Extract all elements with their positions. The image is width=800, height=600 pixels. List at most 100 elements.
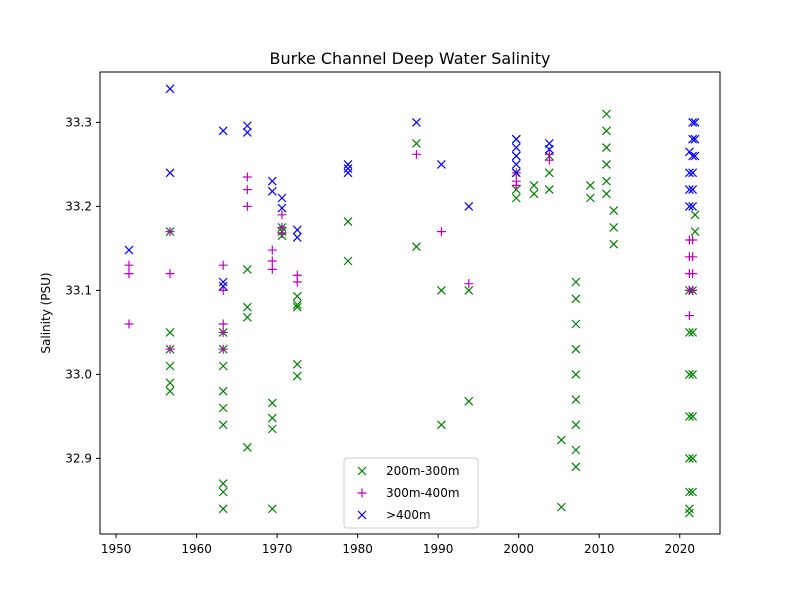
data-point: [436, 159, 446, 169]
data-point: [343, 256, 353, 266]
x-tick-label: 2000: [503, 542, 534, 556]
data-point: [684, 201, 694, 211]
legend-marker: [357, 488, 367, 498]
data-point: [218, 285, 228, 295]
plot-frame: [99, 71, 721, 535]
data-point: [684, 311, 694, 321]
data-point: [571, 344, 581, 354]
x-tick-label: 2010: [584, 542, 615, 556]
data-point: [343, 159, 353, 169]
y-axis: 32.9 33.0 33.1 33.2 33.3: [65, 115, 100, 465]
data-point: [684, 185, 694, 195]
data-point: [511, 168, 521, 178]
legend-box: [343, 457, 479, 529]
data-point: [292, 225, 302, 235]
data-point: [277, 203, 287, 213]
data-point: [343, 164, 353, 174]
data-point: [684, 487, 694, 497]
data-point: [267, 186, 277, 196]
data-point: [602, 159, 611, 169]
data-point: [464, 285, 474, 295]
data-point: [511, 143, 521, 153]
legend-marker: [357, 466, 367, 476]
legend-label: 300m-400m: [386, 486, 460, 500]
y-tick-label: 33.3: [65, 115, 92, 129]
data-point: [684, 168, 694, 178]
data-point: [529, 180, 539, 190]
data-point: [292, 233, 302, 242]
data-point: [343, 217, 353, 226]
data-point: [688, 269, 698, 279]
data-point: [218, 281, 228, 291]
data-point: [292, 371, 302, 381]
data-point: [571, 462, 581, 472]
series-2: [124, 84, 700, 291]
data-point: [242, 121, 252, 131]
data-point: [464, 396, 474, 406]
data-point: [684, 147, 694, 157]
data-point: [292, 291, 302, 301]
data-point: [464, 201, 474, 211]
data-point: [218, 327, 228, 337]
data-point: [242, 264, 252, 274]
y-tick-label: 32.9: [65, 451, 92, 465]
data-point: [571, 319, 581, 329]
data-point: [690, 210, 700, 220]
data-point: [292, 300, 302, 310]
data-point: [609, 206, 619, 216]
data-point: [511, 151, 521, 161]
data-point: [688, 117, 698, 127]
legend: 200m-300m 300m-400m >400m: [343, 457, 479, 529]
data-point: [218, 126, 228, 136]
data-point: [218, 504, 228, 514]
data-point: [218, 403, 228, 413]
data-point: [511, 159, 521, 169]
data-point: [124, 319, 134, 329]
series-0: [165, 109, 700, 518]
data-point: [436, 227, 446, 237]
data-point: [124, 269, 134, 279]
data-point: [412, 138, 421, 148]
data-point: [688, 252, 698, 262]
data-point: [165, 386, 175, 396]
data-point: [292, 359, 302, 369]
y-tick-label: 33.2: [65, 199, 92, 213]
data-point: [242, 172, 252, 182]
data-point: [571, 445, 581, 455]
data-point: [684, 453, 694, 463]
data-point: [165, 269, 175, 279]
data-point: [602, 143, 611, 153]
data-point: [684, 327, 694, 337]
data-point: [267, 176, 277, 186]
data-point: [688, 168, 698, 178]
data-point: [292, 277, 302, 287]
data-point: [436, 420, 446, 430]
data-point: [609, 222, 619, 232]
data-points: [124, 84, 700, 518]
data-point: [684, 504, 694, 514]
data-point: [511, 134, 521, 144]
data-point: [218, 420, 228, 430]
data-point: [688, 411, 698, 421]
data-point: [242, 128, 252, 137]
data-point: [464, 279, 474, 289]
data-point: [688, 235, 698, 245]
x-tick-label: 1980: [342, 542, 373, 556]
data-point: [556, 435, 566, 445]
data-point: [218, 319, 228, 329]
data-point: [544, 155, 554, 165]
data-point: [602, 176, 611, 186]
data-point: [242, 302, 252, 312]
data-point: [684, 508, 694, 518]
data-point: [267, 413, 277, 423]
legend-marker: [357, 510, 367, 520]
data-point: [688, 134, 698, 144]
data-point: [571, 420, 581, 430]
data-point: [585, 180, 595, 190]
data-point: [267, 256, 277, 266]
data-point: [267, 264, 277, 274]
data-point: [124, 245, 134, 255]
x-tick-label: 1970: [262, 542, 293, 556]
data-point: [684, 411, 694, 421]
